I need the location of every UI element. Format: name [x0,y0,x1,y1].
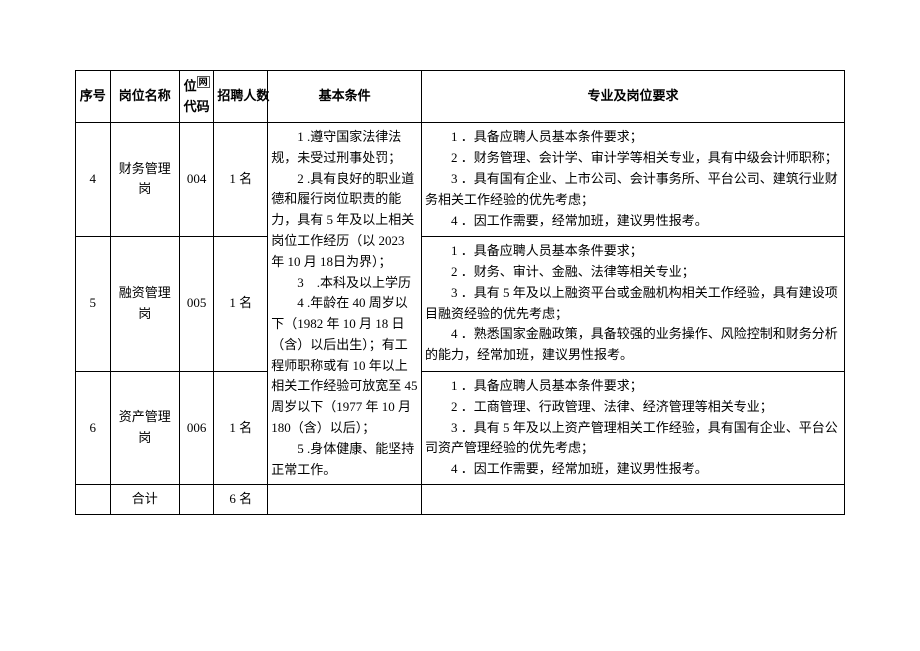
cell-code: 004 [179,122,214,236]
header-req: 专业及岗位要求 [422,71,845,123]
cell-req: 1 ．具备应聘人员基本条件要求； 2 ．财务管理、会计学、审计学等相关专业，具有… [422,122,845,236]
total-empty [76,485,111,515]
total-empty [268,485,422,515]
cell-seq: 5 [76,236,111,371]
total-label: 合计 [110,485,179,515]
cell-code: 005 [179,236,214,371]
cell-req: 1 ．具备应聘人员基本条件要求； 2 ．工商管理、行政管理、法律、经济管理等相关… [422,371,845,485]
total-empty [179,485,214,515]
sup-mark: 网 [197,76,210,88]
table-row: 4 财务管理岗 004 1 名 1 .遵守国家法律法规，未受过刑事处罚； 2 .… [76,122,845,236]
cell-count: 1 名 [214,236,268,371]
cell-req: 1 ．具备应聘人员基本条件要求； 2 ．财务、审计、金融、法律等相关专业； 3 … [422,236,845,371]
cell-count: 1 名 [214,122,268,236]
header-row: 序号 岗位名称 位网 代码 招聘人数 基本条件 专业及岗位要求 [76,71,845,123]
total-empty [422,485,845,515]
cell-name: 财务管理岗 [110,122,179,236]
cell-count: 1 名 [214,371,268,485]
header-count: 招聘人数 [214,71,268,123]
header-basic: 基本条件 [268,71,422,123]
cell-seq: 4 [76,122,111,236]
cell-name: 融资管理岗 [110,236,179,371]
header-code: 位网 代码 [179,71,214,123]
total-count: 6 名 [214,485,268,515]
cell-basic: 1 .遵守国家法律法规，未受过刑事处罚； 2 .具有良好的职业道德和履行岗位职责… [268,122,422,485]
total-row: 合计 6 名 [76,485,845,515]
cell-code: 006 [179,371,214,485]
cell-seq: 6 [76,371,111,485]
header-name: 岗位名称 [110,71,179,123]
table-row: 5 融资管理岗 005 1 名 1 ．具备应聘人员基本条件要求； 2 ．财务、审… [76,236,845,371]
cell-name: 资产管理岗 [110,371,179,485]
recruitment-table: 序号 岗位名称 位网 代码 招聘人数 基本条件 专业及岗位要求 4 财务管理岗 … [75,70,845,515]
header-seq: 序号 [76,71,111,123]
table-row: 6 资产管理岗 006 1 名 1 ．具备应聘人员基本条件要求； 2 ．工商管理… [76,371,845,485]
